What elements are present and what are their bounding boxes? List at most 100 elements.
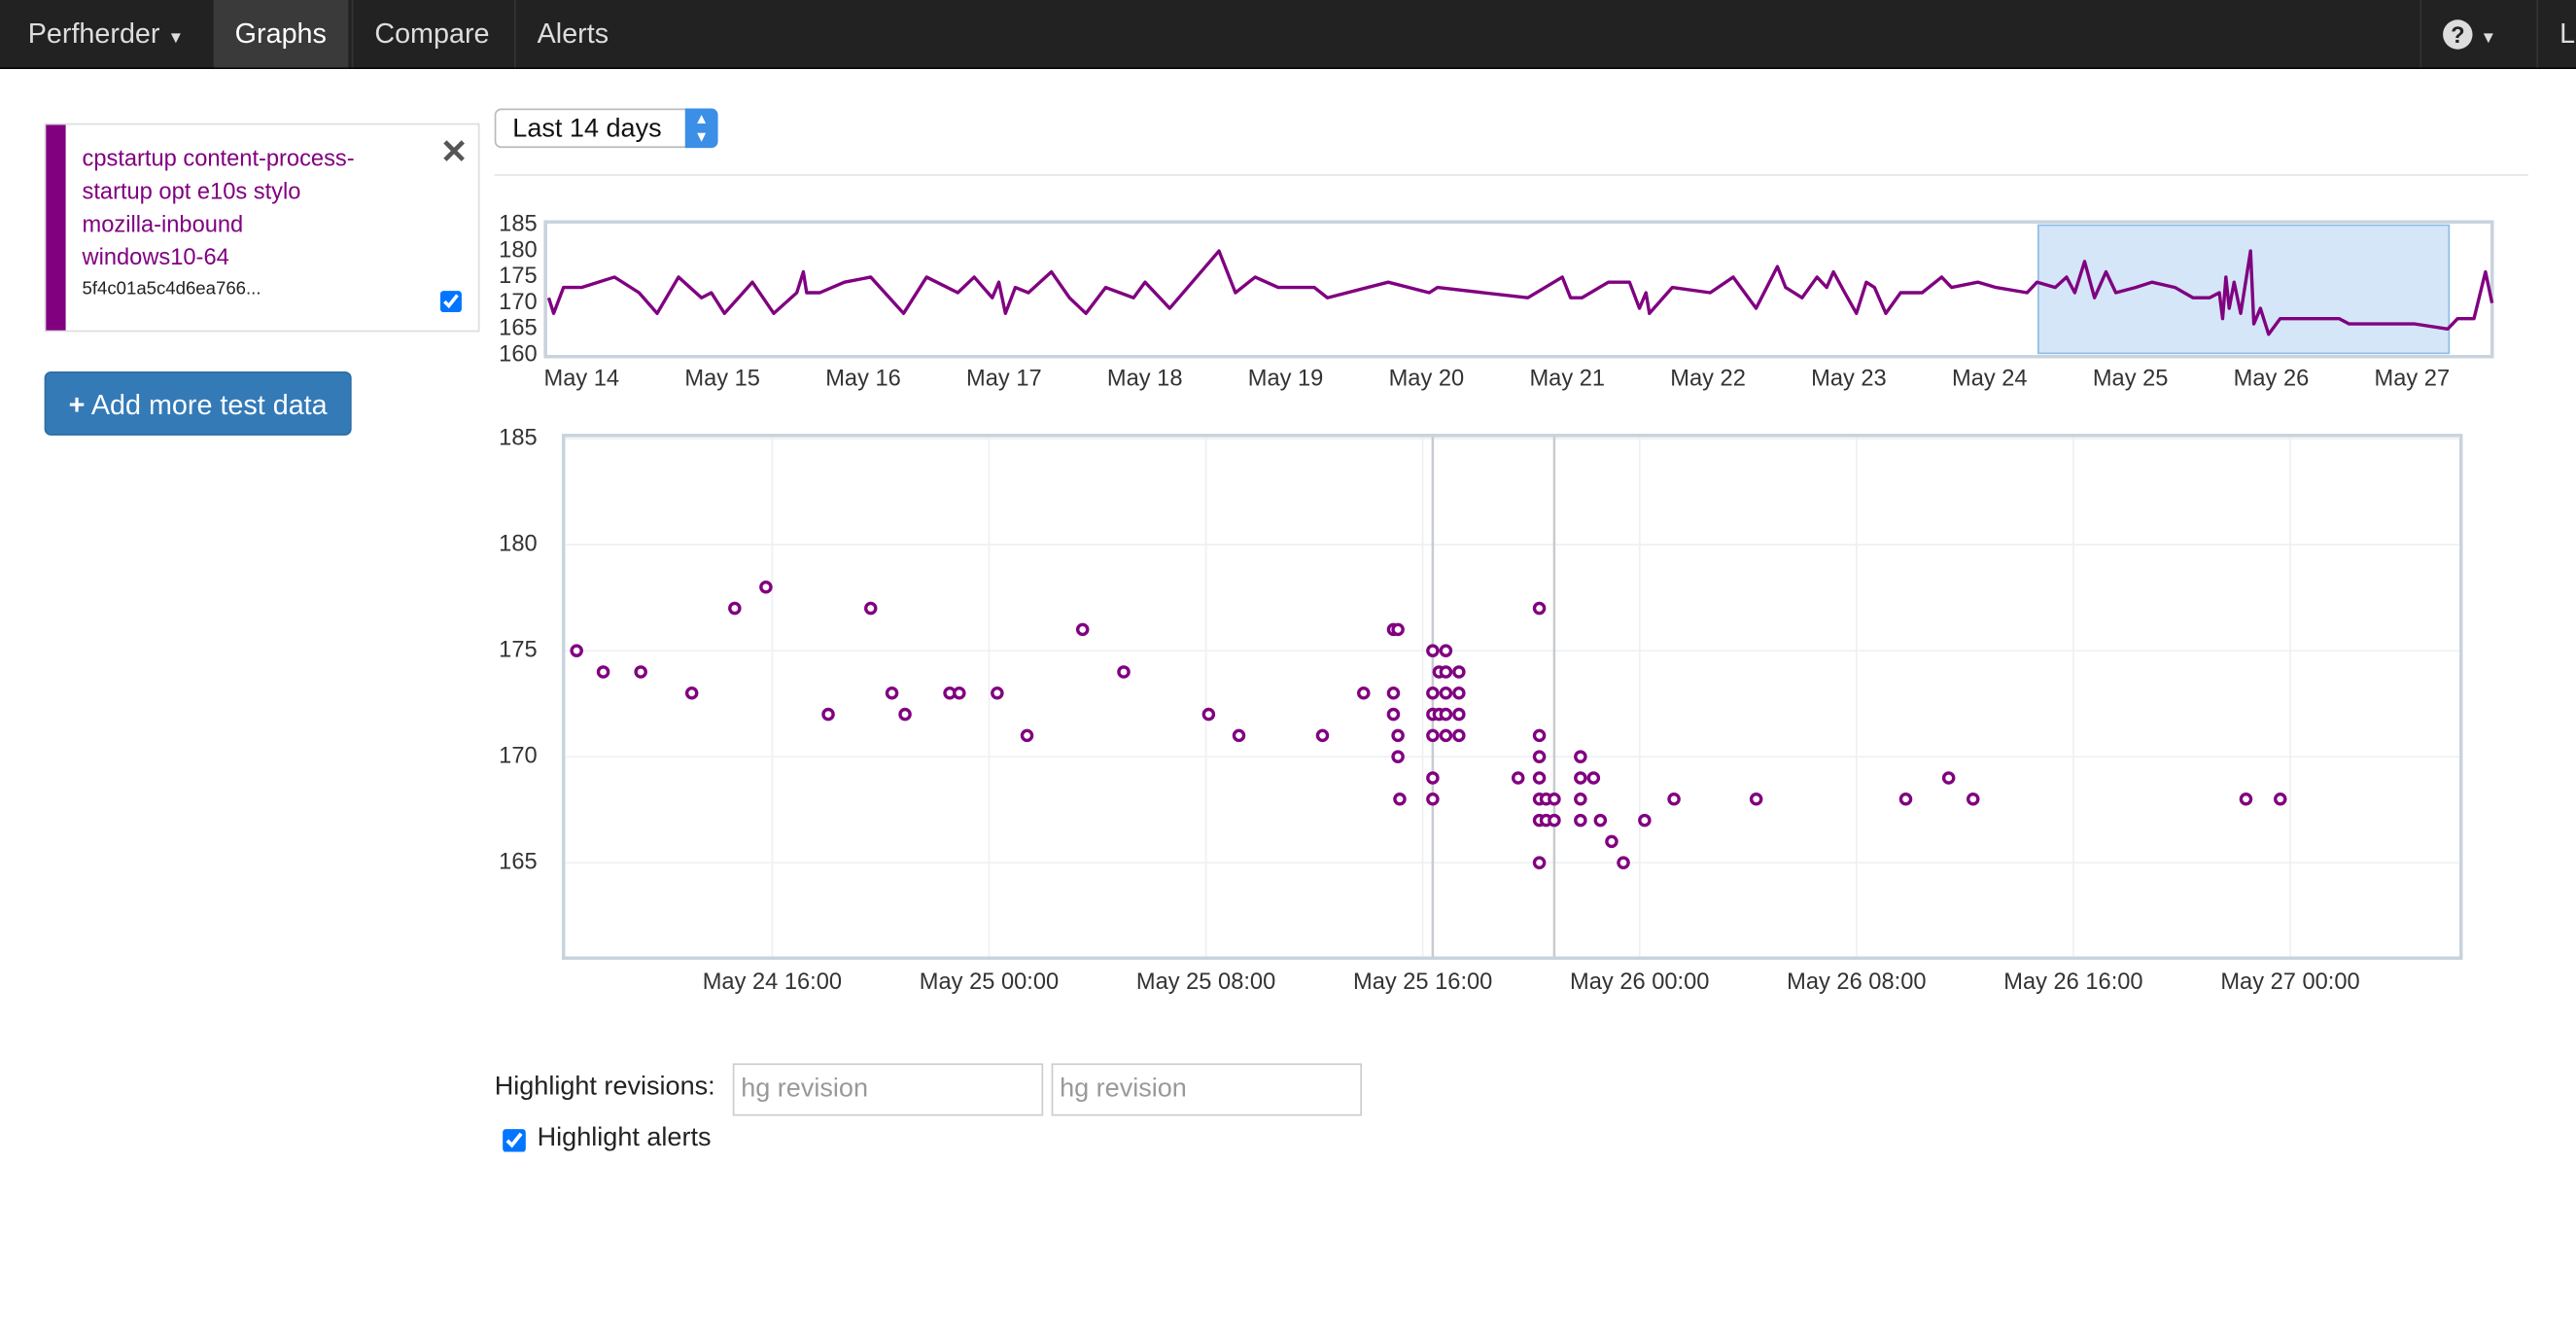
- data-point: [1391, 750, 1405, 763]
- data-point: [1426, 728, 1440, 743]
- x-tick-label: May 22: [1670, 367, 1746, 392]
- data-point: [1439, 644, 1453, 657]
- series-panel: cpstartup content-process-startup opt e1…: [44, 123, 480, 333]
- y-tick-label: 165: [499, 849, 537, 874]
- data-point: [1548, 793, 1561, 806]
- series-test: cpstartup content-process-startup opt e1…: [82, 144, 355, 204]
- x-tick-label: May 15: [684, 367, 760, 392]
- user-menu[interactable]: L: [2559, 18, 2576, 50]
- y-tick-label: 160: [499, 341, 537, 367]
- data-point: [1574, 750, 1587, 763]
- separator: [2536, 0, 2539, 68]
- data-point: [728, 601, 742, 616]
- data-point: [1393, 793, 1407, 806]
- data-point: [1941, 771, 1956, 785]
- y-tick-label: 175: [499, 264, 537, 289]
- data-point: [1426, 793, 1440, 806]
- x-tick-label: May 25: [2093, 367, 2169, 392]
- x-tick-label: May 18: [1107, 367, 1183, 392]
- data-point: [759, 580, 773, 594]
- data-point: [1452, 728, 1466, 743]
- data-point: [1548, 813, 1561, 828]
- data-point: [1386, 687, 1401, 700]
- x-tick-label: May 14: [544, 367, 620, 392]
- plot-border: [561, 434, 2463, 960]
- x-tick-label: May 27: [2375, 367, 2451, 392]
- caret: ▼: [2480, 29, 2497, 49]
- data-point: [1966, 793, 1980, 806]
- nav-link[interactable]: Alerts: [537, 18, 609, 50]
- help-icon: ?: [2443, 19, 2473, 50]
- data-point: [2274, 793, 2287, 806]
- data-point: [898, 707, 912, 722]
- y-tick-label: 185: [499, 425, 537, 450]
- time-range: Last 14 days: [512, 115, 662, 144]
- y-tick-label: 180: [499, 237, 537, 263]
- x-tick-label: May 24 16:00: [703, 970, 842, 995]
- data-point: [1315, 728, 1330, 743]
- data-point: [2239, 793, 2253, 806]
- divider: [494, 174, 2528, 176]
- separator: [351, 0, 354, 68]
- data-point: [1357, 687, 1371, 700]
- series-color: [46, 124, 66, 331]
- data-point: [1426, 687, 1440, 700]
- nav-link[interactable]: Compare: [374, 18, 490, 50]
- nav-link[interactable]: Graphs: [213, 0, 348, 68]
- separator: [2419, 0, 2422, 68]
- data-point: [1574, 813, 1587, 828]
- plus-icon: +: [68, 389, 86, 421]
- y-tick-label: 180: [499, 531, 537, 556]
- navbar: Perfherder ▼ Graphs Compare Alerts ? ▼ L: [0, 0, 2576, 69]
- y-tick-label: 170: [499, 290, 537, 315]
- data-point: [885, 687, 899, 700]
- revision-input[interactable]: [732, 1063, 1044, 1116]
- data-point: [1898, 793, 1913, 806]
- data-point: [1586, 771, 1601, 785]
- highlight-alerts-label: Highlight alerts: [537, 1123, 712, 1152]
- help-menu[interactable]: ? ▼: [2421, 0, 2518, 67]
- data-point: [1452, 707, 1466, 722]
- data-point: [1532, 856, 1547, 869]
- x-tick-label: May 26 16:00: [2003, 970, 2142, 995]
- x-tick-label: May 21: [1529, 367, 1605, 392]
- highlight-label: Highlight revisions:: [494, 1073, 715, 1102]
- time-range-select[interactable]: Last 14 days ▲ ▼: [494, 108, 718, 149]
- separator: [513, 0, 516, 68]
- data-point: [1593, 813, 1608, 828]
- series-visible[interactable]: [439, 291, 462, 313]
- brand-menu[interactable]: Perfherder ▼: [7, 0, 205, 67]
- data-point: [863, 601, 878, 616]
- data-point: [1749, 793, 1763, 806]
- y-tick-label: 165: [499, 316, 537, 341]
- x-tick-label: May 26: [2234, 367, 2310, 392]
- x-tick-label: May 26 08:00: [1787, 970, 1926, 995]
- data-point: [821, 707, 835, 722]
- x-tick-label: May 16: [825, 367, 901, 392]
- data-point: [1532, 771, 1547, 785]
- data-point: [1117, 665, 1131, 679]
- revision-input[interactable]: [1051, 1063, 1363, 1116]
- x-tick-label: May 17: [966, 367, 1042, 392]
- x-tick-label: May 27 00:00: [2220, 970, 2359, 995]
- add-test-data-button[interactable]: + Add more test data: [44, 370, 352, 436]
- data-point: [570, 644, 583, 657]
- data-point: [1605, 834, 1619, 849]
- series-signature: 5f4c01a5c4d6ea766...: [82, 279, 261, 300]
- series-platform: windows10-64: [82, 243, 229, 270]
- x-tick-label: May 23: [1811, 367, 1887, 392]
- remove-series[interactable]: ✕: [439, 134, 469, 171]
- data-point: [634, 665, 647, 679]
- x-tick-label: May 25 16:00: [1353, 970, 1492, 995]
- data-point: [1391, 622, 1405, 637]
- data-point: [1439, 707, 1453, 722]
- x-tick-label: May 20: [1389, 367, 1465, 392]
- brand: Perfherder: [27, 18, 160, 50]
- select-arrows: ▲ ▼: [684, 108, 718, 149]
- data-point: [1452, 687, 1466, 700]
- highlight-alerts-checkbox[interactable]: [503, 1129, 526, 1152]
- data-point: [1574, 793, 1587, 806]
- data-point: [1452, 665, 1466, 679]
